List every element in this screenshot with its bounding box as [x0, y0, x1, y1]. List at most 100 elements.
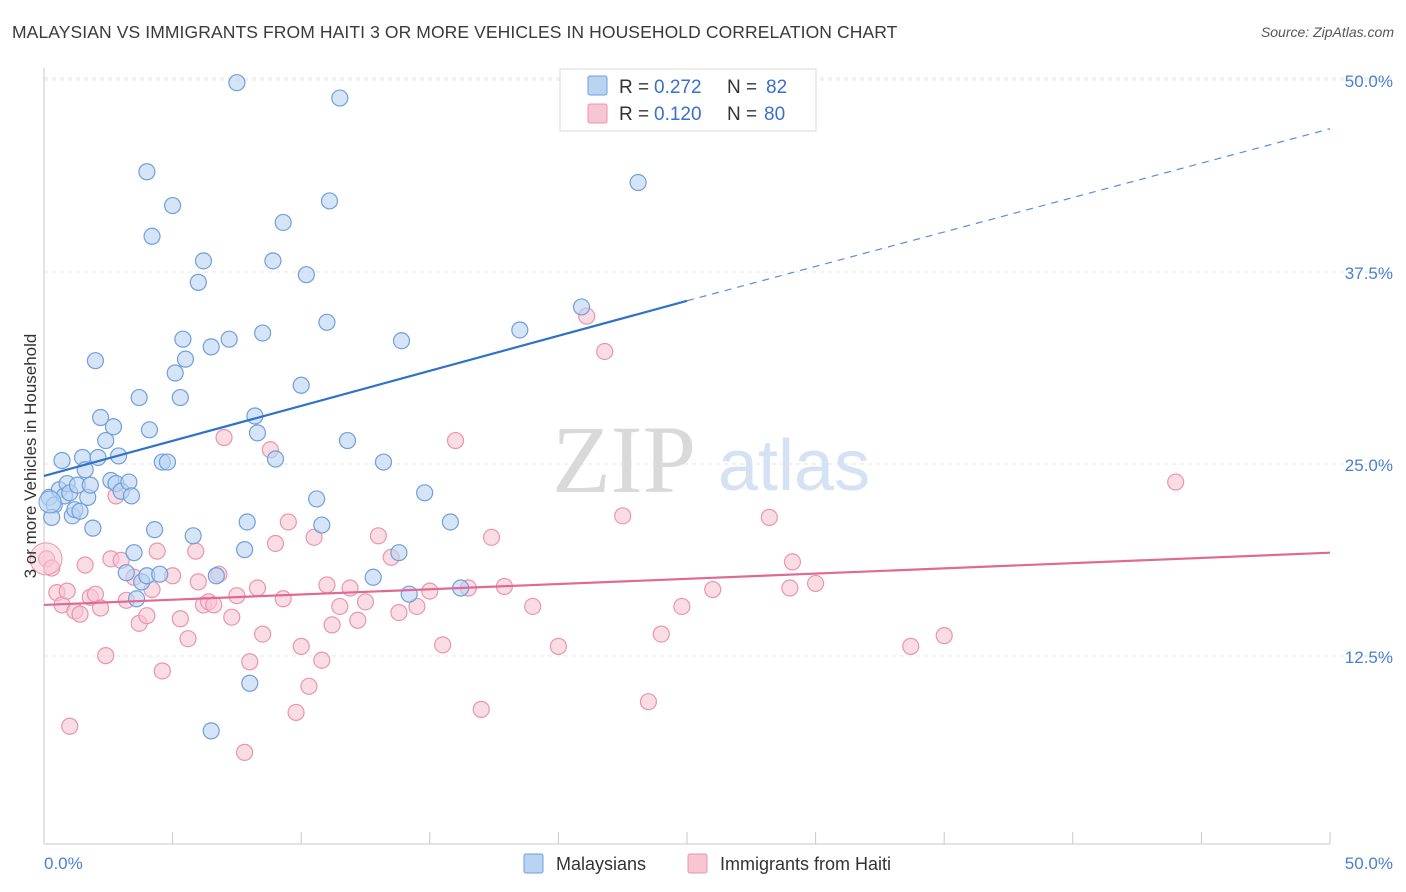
haiti-point-12 — [97, 647, 115, 665]
malaysian-point-38 — [164, 196, 182, 215]
haiti-point-54 — [369, 527, 387, 545]
malaysian-point-60 — [292, 376, 310, 394]
malaysian-point-39 — [166, 364, 184, 382]
malaysian-point-27 — [125, 544, 143, 562]
malaysian-point-62 — [308, 490, 326, 508]
bottom-legend: Malaysians Immigrants from Haiti — [523, 853, 891, 874]
haiti-point-46 — [305, 528, 323, 546]
chart-title: MALAYSIAN VS IMMIGRANTS FROM HAITI 3 OR … — [12, 22, 898, 42]
malaysian-point-52 — [238, 513, 256, 531]
haiti-point-35 — [236, 743, 254, 761]
malaysian-point-51 — [236, 541, 254, 559]
malaysian-point-65 — [320, 192, 339, 210]
haiti-point-cluster — [29, 542, 63, 576]
legend-box: R = 0.272 N = 82 R = 0.120 N = 80 — [559, 68, 817, 132]
malaysian-point-47 — [202, 722, 220, 740]
malaysian-point-56 — [254, 324, 272, 342]
haiti-point-41 — [274, 590, 292, 608]
malaysian-point-18 — [97, 431, 115, 450]
malaysian-point-68 — [374, 453, 393, 471]
haiti-point-50 — [331, 597, 349, 616]
y-tick-label-2: 37.5% — [1345, 264, 1393, 283]
malaysian-point-32 — [140, 421, 159, 439]
malaysian-point-44 — [189, 273, 207, 291]
malaysian-point-67 — [338, 431, 357, 450]
malaysian-point-72 — [416, 484, 434, 502]
y-tick-label-0: 12.5% — [1345, 648, 1393, 667]
malaysian-point-42 — [176, 350, 195, 368]
haiti-point-42 — [279, 513, 297, 531]
malaysian-point-28 — [130, 388, 148, 407]
haiti-point-37 — [248, 579, 267, 597]
haiti-point-32 — [215, 428, 233, 447]
y-tick-label-1: 25.0% — [1345, 456, 1393, 475]
malaysian-point-40 — [171, 388, 189, 407]
haiti-point-4 — [58, 582, 76, 600]
x-tick-min: 0.0% — [44, 854, 83, 873]
malaysian-point-77 — [629, 173, 647, 192]
malaysian-points — [38, 74, 647, 740]
haiti-point-59 — [434, 636, 452, 654]
haiti-point-11 — [91, 599, 110, 617]
malaysian-trend-extension — [686, 128, 1331, 302]
haiti-point-66 — [549, 637, 568, 655]
legend-r-value-2: 0.120 — [654, 104, 702, 125]
haiti-point-34 — [228, 587, 246, 605]
haiti-point-5 — [61, 717, 79, 735]
malaysian-point-31 — [138, 163, 156, 181]
haiti-point-78 — [902, 637, 920, 655]
y-axis-label: 3 or more Vehicles in Household — [21, 334, 40, 579]
legend-r-label-1: R = — [619, 77, 649, 98]
haiti-points — [29, 307, 1185, 761]
bottom-legend-swatch-blue — [523, 853, 544, 874]
malaysian-point-50 — [228, 74, 246, 92]
malaysian-point-34 — [145, 521, 164, 539]
haiti-point-80 — [1167, 473, 1185, 491]
x-tick-max: 50.0% — [1345, 854, 1393, 873]
watermark-zip: ZIP — [552, 406, 696, 513]
haiti-point-68 — [596, 342, 614, 361]
malaysian-point-70 — [392, 332, 411, 350]
haiti-point-73 — [704, 580, 722, 599]
haiti-point-27 — [189, 573, 207, 591]
haiti-point-43 — [287, 703, 305, 722]
malaysian-point-45 — [194, 252, 213, 270]
malaysian-point-41 — [174, 330, 192, 348]
haiti-point-65 — [524, 597, 542, 616]
haiti-point-76 — [783, 553, 802, 571]
haiti-point-75 — [781, 579, 799, 597]
malaysian-point-58 — [266, 450, 285, 468]
haiti-point-22 — [153, 662, 171, 680]
haiti-point-21 — [148, 542, 166, 560]
haiti-point-53 — [356, 593, 375, 611]
malaysian-point-55 — [248, 424, 267, 442]
y-tick-labels: 12.5% 25.0% 37.5% 50.0% — [1345, 72, 1393, 667]
bottom-legend-haiti: Immigrants from Haiti — [720, 854, 891, 874]
haiti-point-77 — [806, 574, 825, 593]
malaysian-point-17 — [91, 408, 110, 427]
legend-n-value-1: 82 — [766, 77, 787, 98]
malaysian-point-80 — [127, 590, 146, 608]
malaysian-point-3 — [53, 451, 71, 470]
haiti-point-8 — [76, 556, 94, 574]
haiti-point-70 — [639, 693, 658, 711]
malaysian-point-20 — [104, 418, 123, 436]
source-label: Source: ZipAtlas.com — [1260, 24, 1394, 40]
malaysian-point-69 — [390, 544, 408, 562]
malaysian-point-46 — [202, 338, 220, 356]
legend-swatch-pink — [587, 103, 608, 124]
trend-lines — [43, 128, 1331, 607]
haiti-point-58 — [421, 582, 439, 600]
malaysian-point-76 — [572, 298, 591, 316]
malaysian-point-64 — [318, 313, 336, 331]
malaysian-point-cluster — [38, 490, 62, 514]
haiti-point-71 — [652, 625, 670, 643]
haiti-point-26 — [187, 542, 205, 560]
haiti-point-79 — [935, 627, 953, 645]
haiti-point-30 — [205, 596, 223, 614]
malaysian-point-66 — [331, 89, 349, 107]
haiti-point-74 — [760, 508, 778, 526]
watermark-atlas: atlas — [718, 426, 870, 506]
malaysian-point-37 — [158, 453, 177, 471]
